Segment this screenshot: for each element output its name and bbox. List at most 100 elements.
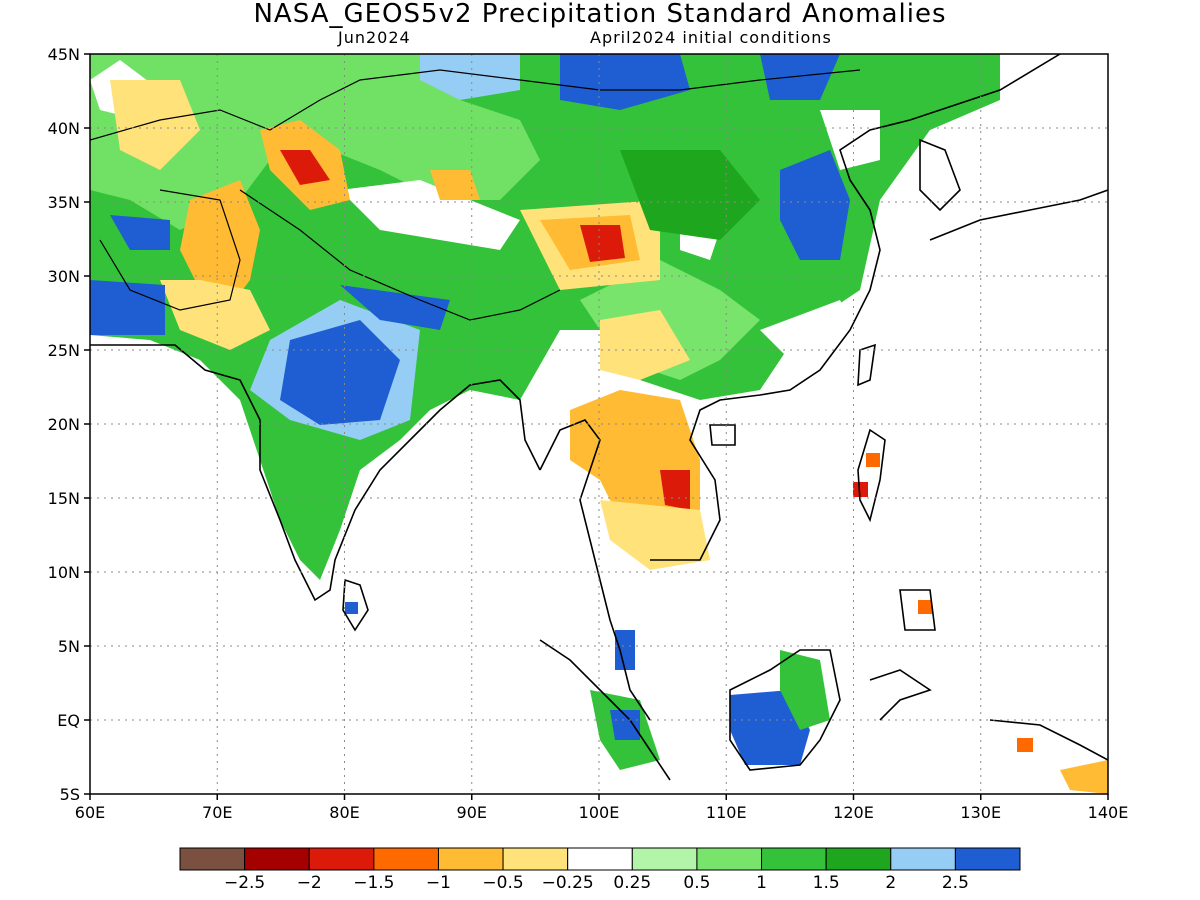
lon-tick-label: 100E (579, 803, 620, 822)
anomaly-dry-tibet-small (430, 170, 480, 200)
legend-label: −2 (297, 873, 322, 893)
border-pakistan (99, 189, 241, 311)
lat-tick-label: 15N (48, 489, 80, 508)
lat-axis: 45N 40N 35N 30N 25N 20N 15N 10N 5N EQ 5S (48, 45, 90, 804)
lat-tick-label: 35N (48, 193, 80, 212)
legend-swatch (308, 847, 375, 871)
coastline-vietnam (650, 54, 1061, 561)
coastline-newguinea (989, 719, 1108, 761)
coastline-taiwan (857, 343, 876, 387)
anomaly-strong-wet-malaya (615, 630, 635, 670)
legend-label: −1.5 (353, 873, 394, 893)
lat-tick-label: 40N (48, 119, 80, 138)
lon-axis: 60E 70E 80E 90E 100E 110E 120E 130E 140E (75, 794, 1129, 822)
anomaly-mild-dry-cambodia (600, 500, 710, 570)
anomaly-strong-dry-kashmir (280, 150, 330, 185)
legend-label: 0.25 (613, 873, 651, 893)
anomaly-strong-wet-nepal (340, 285, 450, 330)
color-legend: −2.5 −2 −1.5 −1 −0.5 −0.25 0.25 0.5 1 1.5 2 2.5 (179, 847, 1021, 893)
legend-label: 0.5 (683, 873, 710, 893)
coastline-mindanao (899, 589, 936, 631)
border-central (90, 69, 861, 141)
lat-tick-label: 25N (48, 341, 80, 360)
lat-tick-label: 10N (48, 563, 80, 582)
anomaly-strong-wet-iran (90, 280, 165, 335)
figure-title: NASA_GEOS5v2 Precipitation Standard Anom… (253, 0, 947, 29)
anomaly-dry-newguinea (1017, 738, 1033, 752)
coastline-japan (929, 189, 1108, 241)
lon-tick-label: 130E (960, 803, 1001, 822)
anomaly-strong-dry-laos (660, 470, 690, 510)
legend-swatch (890, 847, 956, 871)
legend-swatch (179, 847, 246, 871)
legend-label: −0.25 (542, 873, 594, 893)
coastline-india (90, 344, 541, 602)
coastline-hainan (709, 424, 736, 446)
legend-swatch (761, 847, 827, 871)
anomaly-mild-dry-afghan (160, 280, 270, 350)
anomaly-white-1 (340, 180, 520, 250)
anomaly-white-2 (820, 110, 880, 170)
anomaly-mild-dry-yunnan (600, 310, 690, 380)
anomaly-strong-dry-luzon (853, 482, 868, 497)
anomaly-strong-wet-east (760, 54, 840, 100)
lat-tick-label: 5S (60, 785, 80, 804)
lon-tick-label: 110E (706, 803, 747, 822)
grid (90, 54, 1108, 794)
legend-label: 2.5 (942, 873, 969, 893)
coastline-sumatra (539, 639, 671, 781)
lat-tick-label: 5N (58, 637, 80, 656)
lon-tick-label: 60E (75, 803, 105, 822)
anomaly-wet-borneo (780, 650, 830, 730)
lat-tick-label: EQ (57, 711, 80, 730)
coastline-korea (919, 138, 961, 212)
legend-swatch (244, 847, 310, 871)
coastline-srilanka (342, 578, 369, 632)
legend-swatch (373, 847, 439, 871)
coastlines (90, 54, 1108, 781)
border-himalaya (239, 189, 561, 321)
coastline-indochina (539, 419, 651, 721)
legend-swatch (567, 847, 633, 871)
anomaly-dry-mindanao (918, 600, 932, 614)
lon-tick-label: 140E (1088, 803, 1129, 822)
coastline-sulawesi (869, 669, 932, 721)
anomaly-strong-wet-india (280, 320, 400, 425)
anomaly-strong-dry-luzon-north (866, 453, 880, 467)
lon-tick-label: 90E (457, 803, 487, 822)
anomaly-strong-wet-mongolia (560, 54, 690, 110)
coastline-luzon (857, 428, 886, 523)
legend-swatch (631, 847, 698, 871)
legend-label: 1 (756, 873, 767, 893)
anomaly-mild-wet-china (620, 150, 760, 240)
legend-swatch (696, 847, 763, 871)
legend-label: −1 (426, 873, 451, 893)
anomaly-light-wet-mongolia (420, 54, 520, 100)
legend-label: −2.5 (224, 873, 265, 893)
anomaly-white-5 (760, 300, 860, 370)
legend-swatch (502, 847, 569, 871)
forecast-month: Jun2024 (338, 28, 411, 47)
legend-label: 2 (885, 873, 896, 893)
lon-tick-label: 70E (202, 803, 232, 822)
legend-swatch (825, 847, 892, 871)
anomaly-strong-wet-srilanka (345, 602, 358, 614)
anomaly-strong-wet-china (780, 150, 850, 260)
lon-tick-label: 120E (833, 803, 874, 822)
lon-tick-label: 80E (329, 803, 359, 822)
lat-tick-label: 30N (48, 267, 80, 286)
legend-swatch (954, 847, 1021, 871)
initial-conditions: April2024 initial conditions (590, 28, 832, 47)
lat-tick-label: 20N (48, 415, 80, 434)
anomaly-strong-wet-balochistan (110, 215, 170, 250)
legend-label: −0.5 (482, 873, 523, 893)
anomaly-mild-dry-north (110, 80, 200, 170)
legend-swatch (437, 847, 504, 871)
anomaly-strong-dry-tibet (580, 225, 625, 262)
coastline-borneo (729, 649, 841, 771)
anomaly-field (90, 54, 1108, 794)
anomaly-strong-wet-sumatra (610, 710, 640, 740)
anomaly-dry-newguinea-east (1060, 760, 1108, 794)
legend-label: 1.5 (813, 873, 840, 893)
